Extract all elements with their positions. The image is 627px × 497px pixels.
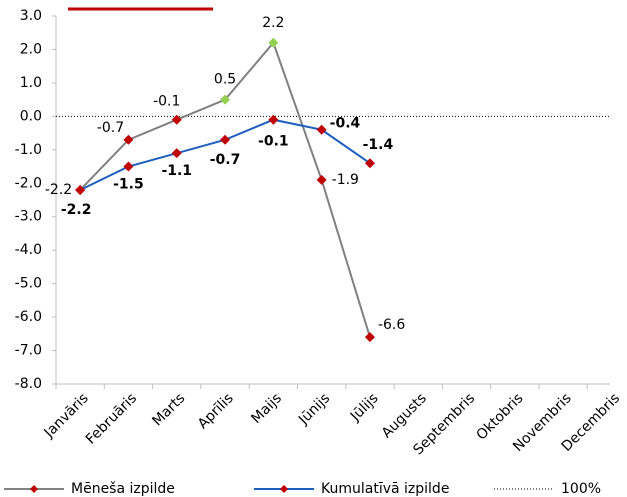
data-label: -1.5 (113, 177, 144, 193)
marker (364, 332, 375, 343)
y-tick-label: 3.0 (20, 8, 42, 24)
y-tick-label: -8.0 (15, 376, 42, 392)
legend-label: 100% (561, 481, 601, 497)
x-tick-label: Maijs (248, 390, 285, 427)
data-label: 0.5 (214, 72, 236, 88)
marker (123, 161, 134, 172)
y-tick-label: -2.0 (15, 175, 42, 191)
y-tick-label: -6.0 (15, 309, 42, 325)
marker (171, 114, 182, 125)
data-label: 2.2 (262, 15, 284, 31)
y-tick-label: -3.0 (15, 209, 42, 225)
y-tick-label: -7.0 (15, 343, 42, 359)
data-label: -0.7 (97, 120, 124, 136)
marker (220, 134, 231, 145)
y-tick-label: -1.0 (15, 142, 42, 158)
data-label: -1.9 (332, 172, 359, 188)
x-tick-label: Jūnijs (295, 390, 333, 428)
y-tick-label: 0.0 (20, 108, 42, 124)
marker (268, 114, 279, 125)
y-tick-label: 1.0 (20, 75, 42, 91)
legend-label: Kumulatīvā izpilde (321, 481, 449, 497)
legend-marker (280, 485, 288, 493)
data-label: -2.2 (45, 182, 72, 198)
legend-label: Mēneša izpilde (71, 481, 175, 497)
data-label: -0.1 (153, 94, 180, 110)
data-label: -0.7 (210, 152, 241, 168)
y-tick-label: -5.0 (15, 276, 42, 292)
x-tick-label: Jūlijs (347, 390, 382, 425)
marker (268, 37, 279, 48)
marker (75, 184, 86, 195)
data-label: -1.1 (161, 163, 192, 179)
data-label: -2.2 (61, 202, 92, 218)
legend-marker (30, 485, 38, 493)
y-tick-label: 2.0 (20, 41, 42, 57)
data-label: -0.1 (258, 134, 289, 150)
marker (171, 148, 182, 159)
x-tick-label: Februāris (83, 390, 140, 447)
x-tick-label: Aprīlis (195, 390, 237, 432)
marker (364, 158, 375, 169)
data-label: -1.4 (363, 137, 394, 153)
marker (220, 94, 231, 105)
data-label: -0.4 (330, 116, 361, 132)
y-tick-label: -4.0 (15, 242, 42, 258)
data-label: -6.6 (378, 317, 405, 333)
marker (316, 124, 327, 135)
marker (316, 174, 327, 185)
marker (123, 134, 134, 145)
x-tick-label: Marts (149, 390, 188, 429)
